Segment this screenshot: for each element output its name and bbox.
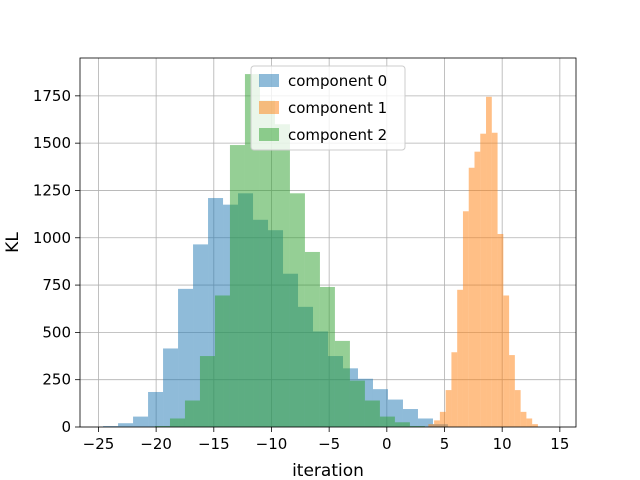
histogram-bar-component-2 [304, 251, 320, 427]
x-tick-label: −15 [198, 435, 230, 453]
legend-swatch [259, 74, 279, 87]
y-tick-label: 1500 [33, 134, 71, 152]
legend: component 0 component 1 component 2 [250, 65, 406, 151]
histogram-bar-component-1 [503, 295, 510, 427]
legend-label: component 0 [288, 72, 387, 90]
axes: −25 −20 −15 −10 −5 0 5 10 15 0 250 500 750 1000 1250 15… [33, 57, 577, 453]
y-tick-label: 1000 [33, 229, 71, 247]
histogram-bar-component-0 [163, 348, 179, 427]
histogram-bar-component-1 [486, 96, 492, 428]
x-tick-label: 5 [440, 435, 450, 453]
plot-frame [79, 57, 577, 428]
histogram-bar-component-2 [349, 380, 365, 427]
x-tick-label: 10 [493, 435, 512, 453]
x-tick-label: −5 [318, 435, 340, 453]
y-axis-label: KL [3, 232, 23, 253]
histogram-bar-component-1 [439, 411, 446, 427]
histogram-bar-component-1 [428, 424, 435, 427]
histogram-bar-component-0 [417, 418, 433, 427]
histogram-bar-component-2 [199, 356, 215, 427]
histogram-bar-component-0 [118, 423, 134, 427]
histogram-bar-component-1 [474, 151, 481, 427]
histogram-bar-component-2 [394, 422, 410, 427]
histogram-bar-component-1 [462, 211, 469, 427]
y-tick-label: 250 [42, 371, 71, 389]
y-tick-label: 1250 [33, 181, 71, 199]
y-tick-label: 750 [42, 276, 71, 294]
legend-label: component 1 [288, 99, 387, 117]
histogram-bar-component-2 [334, 340, 350, 427]
histogram-bar-component-1 [509, 355, 515, 427]
histogram-bar-component-0 [133, 416, 149, 427]
legend-swatch [259, 101, 279, 114]
histogram-bar-component-1 [480, 133, 487, 427]
histogram-bar-component-1 [520, 411, 527, 427]
histogram-bar-component-2 [289, 193, 305, 427]
histogram-bars [103, 74, 538, 428]
histogram-bar-component-2 [154, 426, 170, 427]
x-axis-label: iteration [292, 461, 364, 480]
histogram-bar-component-2 [379, 416, 395, 427]
histogram-bar-component-2 [274, 124, 290, 427]
histogram-bar-component-1 [468, 167, 475, 427]
x-tick-label: −25 [83, 435, 115, 453]
histogram-bar-component-2 [319, 286, 335, 427]
histogram-bar-component-2 [244, 74, 260, 427]
x-tick-label: −10 [256, 435, 288, 453]
histogram-bar-component-1 [497, 233, 504, 427]
histogram-bar-component-2 [259, 100, 275, 428]
histogram-bar-component-2 [184, 400, 200, 427]
histogram-bar-component-1 [532, 424, 538, 427]
legend-box [250, 65, 406, 151]
histogram-bar-component-1 [491, 132, 498, 427]
legend-label: component 2 [288, 126, 387, 144]
histogram-bar-component-1 [514, 390, 521, 427]
histogram-bar-component-2 [214, 295, 230, 427]
x-tick-label: 0 [382, 435, 392, 453]
legend-swatch [259, 128, 279, 141]
histogram-bar-component-1 [457, 289, 463, 427]
histogram-bar-component-0 [178, 288, 194, 427]
x-tick-label: −20 [140, 435, 172, 453]
histogram-bar-component-1 [445, 390, 452, 427]
y-tick-label: 1750 [33, 87, 71, 105]
histogram-bar-component-2 [169, 418, 185, 427]
histogram-bar-component-1 [434, 420, 440, 427]
y-tick-label: 500 [42, 323, 71, 341]
histogram-bar-component-0 [148, 391, 164, 427]
histogram-bar-component-0 [103, 426, 119, 427]
x-tick-label: 15 [550, 435, 569, 453]
histogram-bar-component-1 [526, 418, 533, 427]
histogram-bar-component-2 [364, 400, 380, 427]
y-tick-label: 0 [61, 418, 71, 436]
histogram-bar-component-2 [409, 426, 425, 427]
histogram-bar-component-1 [451, 352, 458, 427]
histogram-bar-component-2 [229, 145, 245, 428]
